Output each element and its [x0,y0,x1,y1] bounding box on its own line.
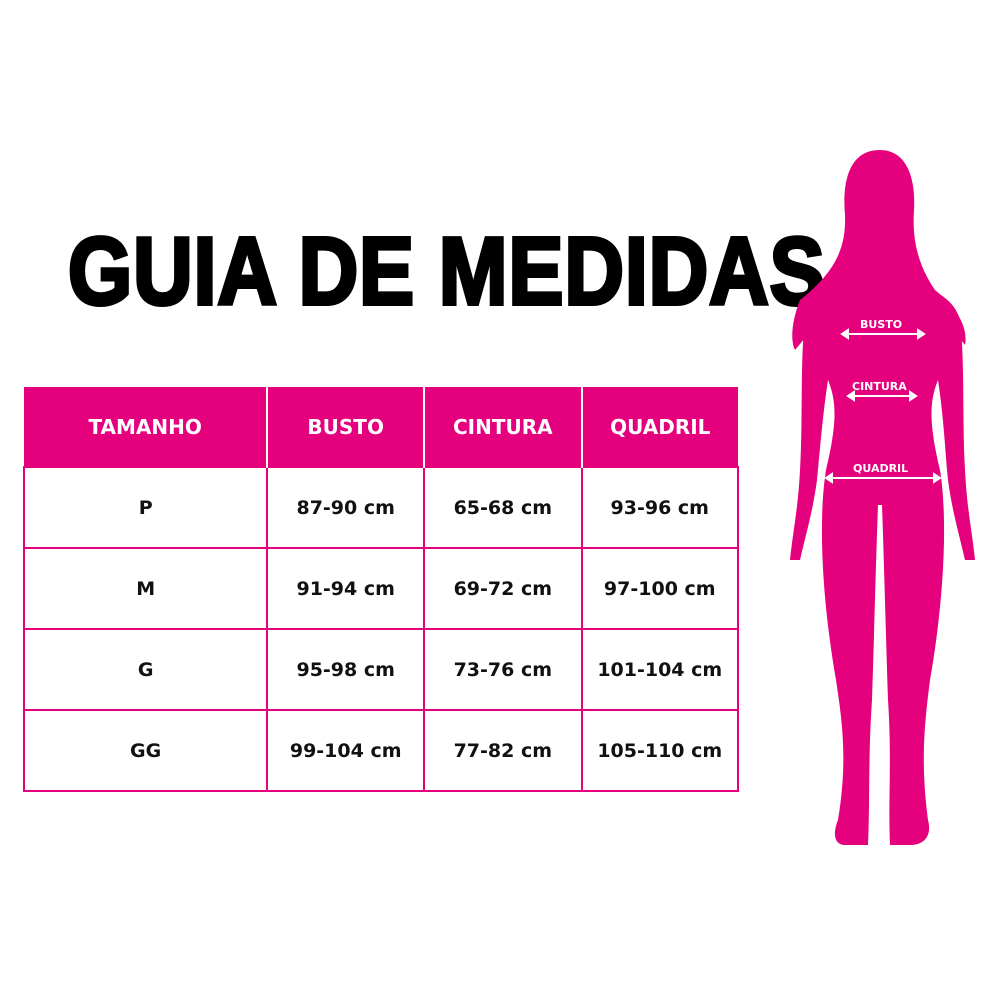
cell-size: G [22,628,269,711]
table-row: M 91-94 cm 69-72 cm 97-100 cm [22,547,740,630]
cell-cintura: 77-82 cm [423,709,583,792]
cell-cintura: 69-72 cm [423,547,583,630]
cell-size: M [22,547,269,630]
cell-busto: 87-90 cm [266,466,426,549]
table-header-row: TAMANHO BUSTO CINTURA QUADRIL [24,387,738,467]
cell-quadril: 93-96 cm [580,466,740,549]
quadril-label: QUADRIL [853,462,909,475]
table-row: GG 99-104 cm 77-82 cm 105-110 cm [22,709,740,792]
cell-cintura: 65-68 cm [423,466,583,549]
cell-cintura: 73-76 cm [423,628,583,711]
cell-busto: 95-98 cm [266,628,426,711]
cell-quadril: 97-100 cm [580,547,740,630]
busto-label: BUSTO [860,318,903,331]
header-busto: BUSTO [266,387,425,467]
cell-size: P [22,466,269,549]
cell-busto: 99-104 cm [266,709,426,792]
header-cintura: CINTURA [423,387,582,467]
header-quadril: QUADRIL [580,387,738,467]
cell-quadril: 101-104 cm [580,628,740,711]
cell-busto: 91-94 cm [266,547,426,630]
cell-quadril: 105-110 cm [580,709,740,792]
cell-size: GG [22,709,269,792]
table-row: G 95-98 cm 73-76 cm 101-104 cm [22,628,740,711]
size-table: TAMANHO BUSTO CINTURA QUADRIL P 87-90 cm 6… [22,387,740,792]
table-row: P 87-90 cm 65-68 cm 93-96 cm [22,466,740,549]
header-tamanho: TAMANHO [24,387,268,467]
female-silhouette-icon [790,150,975,845]
cintura-label: CINTURA [852,380,907,393]
page-title: GUIA DE MEDIDAS [66,218,826,325]
